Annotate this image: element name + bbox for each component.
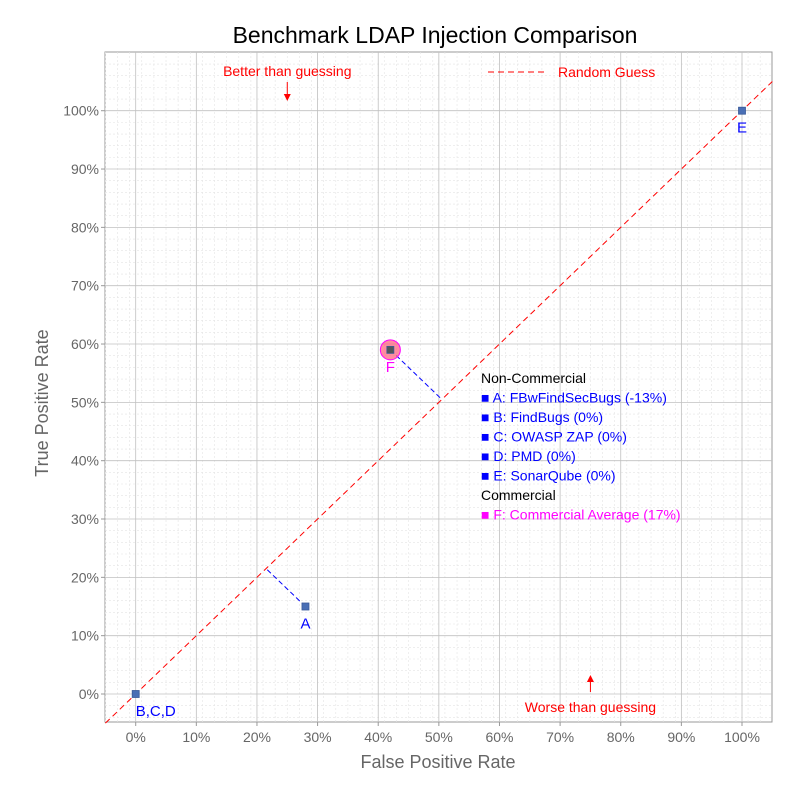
point-f <box>386 345 395 354</box>
x-axis-title: False Positive Rate <box>360 752 515 772</box>
connector-lines <box>265 349 443 607</box>
y-tick-label: 50% <box>71 394 99 410</box>
x-tick-label: 100% <box>724 729 760 745</box>
annotation-arrow-head <box>283 94 291 101</box>
legend-item-a: ■ A: FBwFindSecBugs (-13%) <box>481 390 667 406</box>
legend-item-f: ■ F: Commercial Average (17%) <box>481 507 681 523</box>
major-grid <box>105 52 772 722</box>
point-e <box>738 106 746 115</box>
x-tick-label: 90% <box>667 729 695 745</box>
y-tick-label: 40% <box>71 453 99 469</box>
legend-heading-commercial: Commercial <box>481 487 556 503</box>
x-tick-label: 10% <box>182 729 210 745</box>
legend-item-d: ■ D: PMD (0%) <box>481 448 576 464</box>
annotation-worse: Worse than guessing <box>525 699 656 715</box>
y-tick-label: 60% <box>71 336 99 352</box>
chart-title: Benchmark LDAP Injection Comparison <box>233 22 638 48</box>
point-a <box>301 602 310 611</box>
legend-item-b: ■ B: FindBugs (0%) <box>481 409 603 425</box>
y-tick-label: 100% <box>63 103 99 119</box>
y-tick-label: 30% <box>71 511 99 527</box>
legend-item-c: ■ C: OWASP ZAP (0%) <box>481 429 627 445</box>
y-tick-label: 80% <box>71 219 99 235</box>
y-tick-label: 20% <box>71 569 99 585</box>
axis-ticks: 0% 10% 20% 30% 40% 50% 60% 70% 80% 90% 100% 0% 10% 20… <box>63 103 760 745</box>
annotations: Better than guessing Worse than guessing <box>223 63 656 715</box>
legend: Random Guess Non-Commercial ■ A: FBwFindSe… <box>481 64 681 523</box>
annotation-arrow-head <box>586 675 594 682</box>
point-label-b-c-d: B,C,D <box>136 703 176 720</box>
x-tick-label: 20% <box>243 729 271 745</box>
x-tick-label: 70% <box>546 729 574 745</box>
x-tick-label: 0% <box>126 729 146 745</box>
y-tick-label: 0% <box>79 686 99 702</box>
x-tick-label: 40% <box>364 729 392 745</box>
y-tick-label: 10% <box>71 628 99 644</box>
x-tick-label: 80% <box>607 729 635 745</box>
y-axis-title: True Positive Rate <box>32 329 52 476</box>
diagonal-line <box>105 81 773 724</box>
x-tick-label: 30% <box>304 729 332 745</box>
random-guess-line <box>105 81 773 724</box>
y-tick-label: 70% <box>71 278 99 294</box>
annotation-better: Better than guessing <box>223 63 351 79</box>
point-b-c-d <box>131 690 140 698</box>
x-tick-label: 60% <box>485 729 513 745</box>
connector-f <box>389 349 443 400</box>
legend-item-e: ■ E: SonarQube (0%) <box>481 468 616 484</box>
point-label-a: A <box>300 616 310 633</box>
data-points: A B,C,D E F <box>131 106 747 720</box>
legend-heading-non-commercial: Non-Commercial <box>481 370 586 386</box>
x-tick-label: 50% <box>425 729 453 745</box>
y-tick-label: 90% <box>71 161 99 177</box>
point-label-e: E <box>737 120 747 137</box>
legend-random-guess-label: Random Guess <box>558 64 655 80</box>
connector-a <box>265 568 306 607</box>
point-label-f: F <box>386 359 395 376</box>
